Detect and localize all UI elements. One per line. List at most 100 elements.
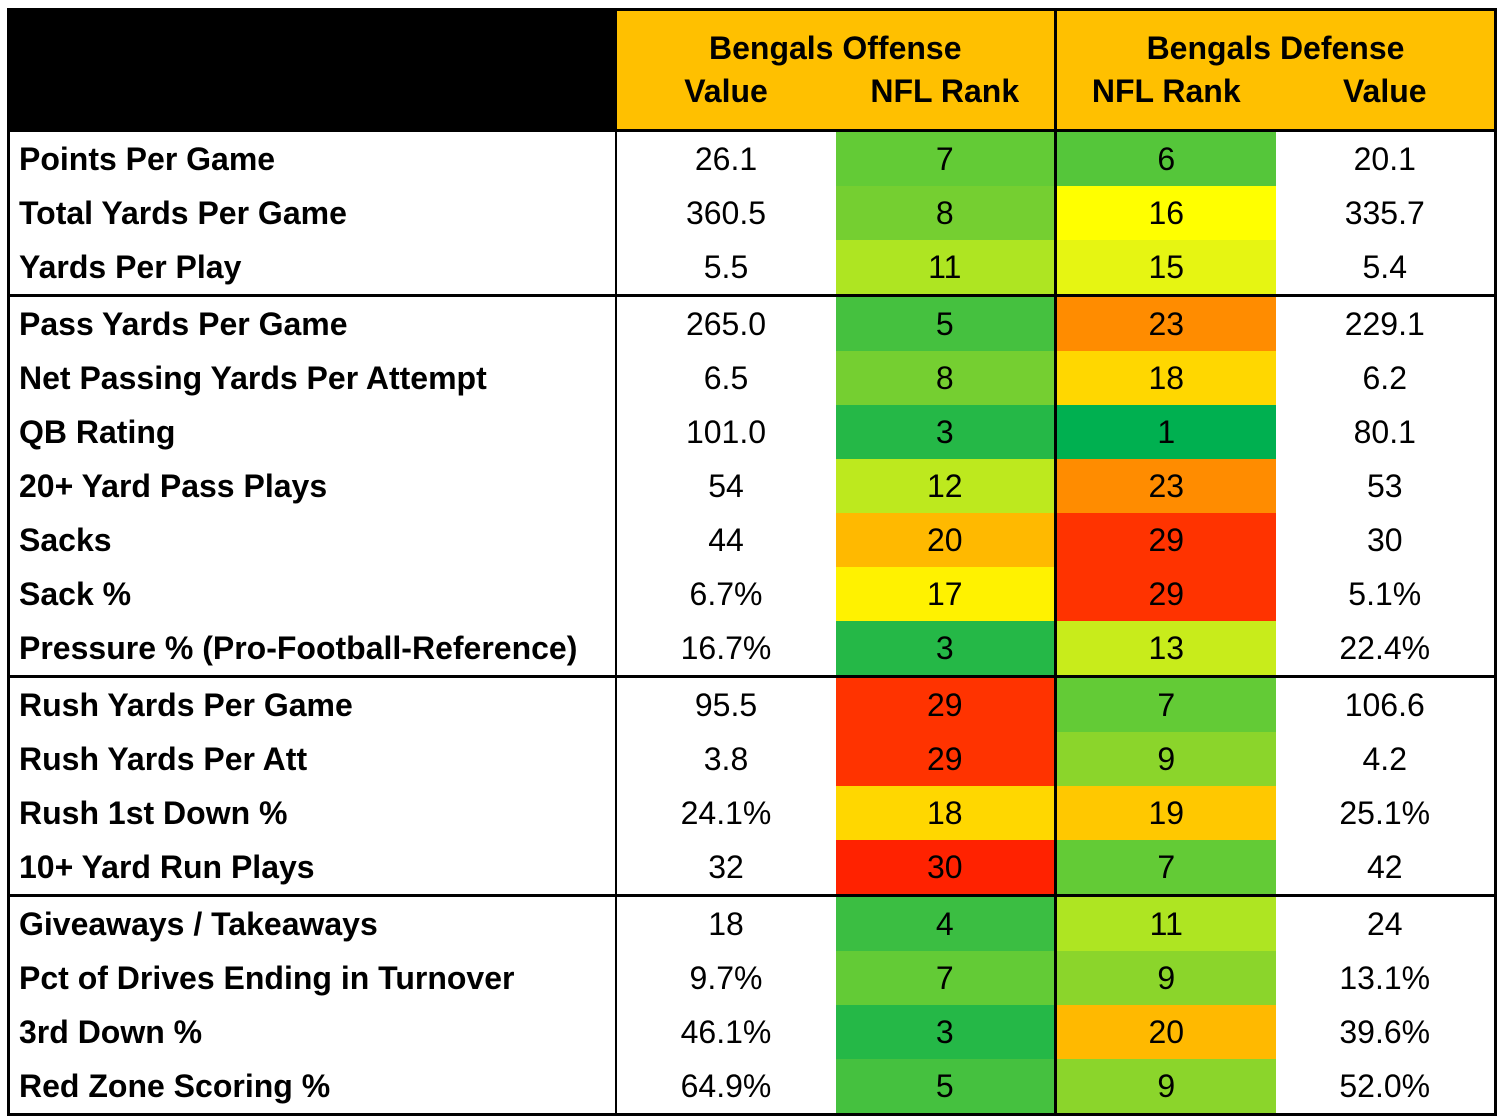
row-label: Total Yards Per Game: [8, 186, 617, 240]
table-row: Rush Yards Per Att 3.8 29 9 4.2: [8, 732, 1496, 786]
offense-rank: 29: [835, 732, 1056, 786]
offense-rank: 30: [835, 840, 1056, 896]
table-row: 20+ Yard Pass Plays 54 12 23 53: [8, 459, 1496, 513]
defense-rank: 9: [1054, 951, 1276, 1005]
row-label: Yards Per Play: [8, 240, 617, 296]
offense-value: 18: [615, 894, 836, 951]
offense-rank: 12: [835, 459, 1056, 513]
row-label: Points Per Game: [8, 129, 617, 186]
offense-value: 16.7%: [680, 629, 772, 666]
defense-value: 30: [1366, 521, 1403, 558]
defense-value: 335.7: [1344, 194, 1425, 231]
defense-value: 4.2: [1362, 740, 1407, 777]
offense-value: 3.8: [703, 740, 749, 777]
offense-value: 54: [708, 467, 744, 504]
offense-rank: 3: [835, 621, 1056, 677]
offense-value: 6.5: [703, 359, 749, 396]
defense-rank: 29: [1054, 513, 1276, 567]
table-row: QB Rating 101.0 3 1 80.1: [8, 405, 1496, 459]
row-label: Rush Yards Per Game: [8, 675, 617, 732]
offense-value: 101.0: [685, 413, 767, 450]
offense-rank-header: NFL Rank: [835, 71, 1056, 131]
defense-value: 5.4: [1362, 248, 1407, 285]
defense-rank: 7: [1054, 675, 1276, 732]
defense-value: 22.4%: [1339, 629, 1431, 666]
offense-rank: 7: [835, 129, 1056, 186]
defense-value: 6.2: [1362, 359, 1407, 396]
row-label: QB Rating: [8, 405, 617, 459]
offense-rank: 7: [835, 951, 1056, 1005]
header-row-titles: Bengals Offense Bengals Defense: [8, 9, 1496, 131]
table-row: Pct of Drives Ending in Turnover 9.7% 7 9 13…: [8, 951, 1496, 1005]
defense-value: 20.1: [1275, 129, 1496, 186]
row-label: Pass Yards Per Game: [8, 294, 617, 351]
defense-title: Bengals Defense: [1054, 9, 1496, 71]
table-row: Sacks 44 20 29 30: [8, 513, 1496, 567]
defense-rank: 23: [1054, 294, 1276, 351]
row-label: 20+ Yard Pass Plays: [8, 459, 617, 513]
offense-rank: 4: [835, 894, 1056, 951]
header-corner: [8, 9, 617, 131]
offense-value: 9.7%: [689, 959, 763, 996]
row-label: Red Zone Scoring %: [8, 1059, 617, 1115]
offense-value: 32: [708, 848, 744, 885]
offense-rank: 8: [835, 186, 1056, 240]
header-row-columns: Value NFL Rank NFL Rank Value: [9, 71, 1496, 131]
row-label: Sacks: [8, 513, 617, 567]
defense-rank: 20: [1054, 1005, 1276, 1059]
table-row: Points Per Game 26.1 7 6 20.1: [8, 129, 1496, 186]
offense-value: 360.5: [685, 194, 767, 231]
row-label: Pct of Drives Ending in Turnover: [8, 951, 617, 1005]
defense-value: 229.1: [1275, 294, 1496, 351]
stats-table: Bengals Offense Bengals Defense Value NF…: [7, 8, 1497, 1116]
defense-rank: 15: [1054, 240, 1276, 296]
table-row: Yards Per Play 5.5 11 15 5.4: [8, 240, 1496, 296]
offense-value: 24.1%: [680, 794, 772, 831]
offense-rank: 20: [835, 513, 1056, 567]
row-label: Pressure % (Pro-Football-Reference): [8, 621, 617, 677]
defense-rank: 11: [1054, 894, 1276, 951]
offense-rank: 18: [835, 786, 1056, 840]
row-label: Net Passing Yards Per Attempt: [8, 351, 617, 405]
defense-rank: 9: [1054, 732, 1276, 786]
defense-value: 42: [1366, 848, 1403, 885]
row-label: Rush Yards Per Att: [8, 732, 617, 786]
defense-rank: 19: [1054, 786, 1276, 840]
defense-value: 25.1%: [1339, 794, 1431, 831]
row-label: Rush 1st Down %: [8, 786, 617, 840]
table-row: Pressure % (Pro-Football-Reference) 16.7%…: [8, 621, 1496, 677]
offense-rank: 5: [835, 1059, 1056, 1115]
defense-rank: 13: [1054, 621, 1276, 677]
offense-rank: 3: [835, 405, 1056, 459]
offense-rank: 11: [835, 240, 1056, 296]
table-row: Pass Yards Per Game 265.0 5 23 229.1: [8, 294, 1496, 351]
offense-title: Bengals Offense: [615, 9, 1056, 71]
table-row: 10+ Yard Run Plays 32 30 7 42: [8, 840, 1496, 896]
table-row: Net Passing Yards Per Attempt 6.5 8 18 6.2: [8, 351, 1496, 405]
offense-rank: 17: [835, 567, 1056, 621]
table-row: Red Zone Scoring % 64.9% 5 9 52.0%: [8, 1059, 1496, 1115]
table-row: Sack % 6.7% 17 29 5.1%: [8, 567, 1496, 621]
defense-rank: 23: [1054, 459, 1276, 513]
offense-value: 46.1%: [680, 1013, 772, 1050]
defense-value: 80.1: [1353, 413, 1416, 450]
offense-value-header: Value: [615, 71, 836, 131]
table-row: Giveaways / Takeaways 18 4 11 24: [8, 894, 1496, 951]
table-row: Rush Yards Per Game 95.5 29 7 106.6: [8, 675, 1496, 732]
defense-rank: 9: [1054, 1059, 1276, 1115]
offense-value: 44: [708, 521, 744, 558]
offense-rank: 5: [835, 294, 1056, 351]
row-label: 10+ Yard Run Plays: [8, 840, 617, 896]
defense-value: 52.0%: [1339, 1067, 1431, 1104]
offense-rank: 3: [835, 1005, 1056, 1059]
defense-rank: 18: [1054, 351, 1276, 405]
defense-value: 5.1%: [1348, 575, 1422, 612]
defense-value: 24: [1275, 894, 1496, 951]
offense-value: 95.5: [615, 675, 836, 732]
defense-rank: 29: [1054, 567, 1276, 621]
defense-value: 53: [1366, 467, 1403, 504]
defense-value: 106.6: [1275, 675, 1496, 732]
offense-value: 6.7%: [689, 575, 763, 612]
row-label: Sack %: [8, 567, 617, 621]
defense-rank-header: NFL Rank: [1054, 71, 1276, 131]
